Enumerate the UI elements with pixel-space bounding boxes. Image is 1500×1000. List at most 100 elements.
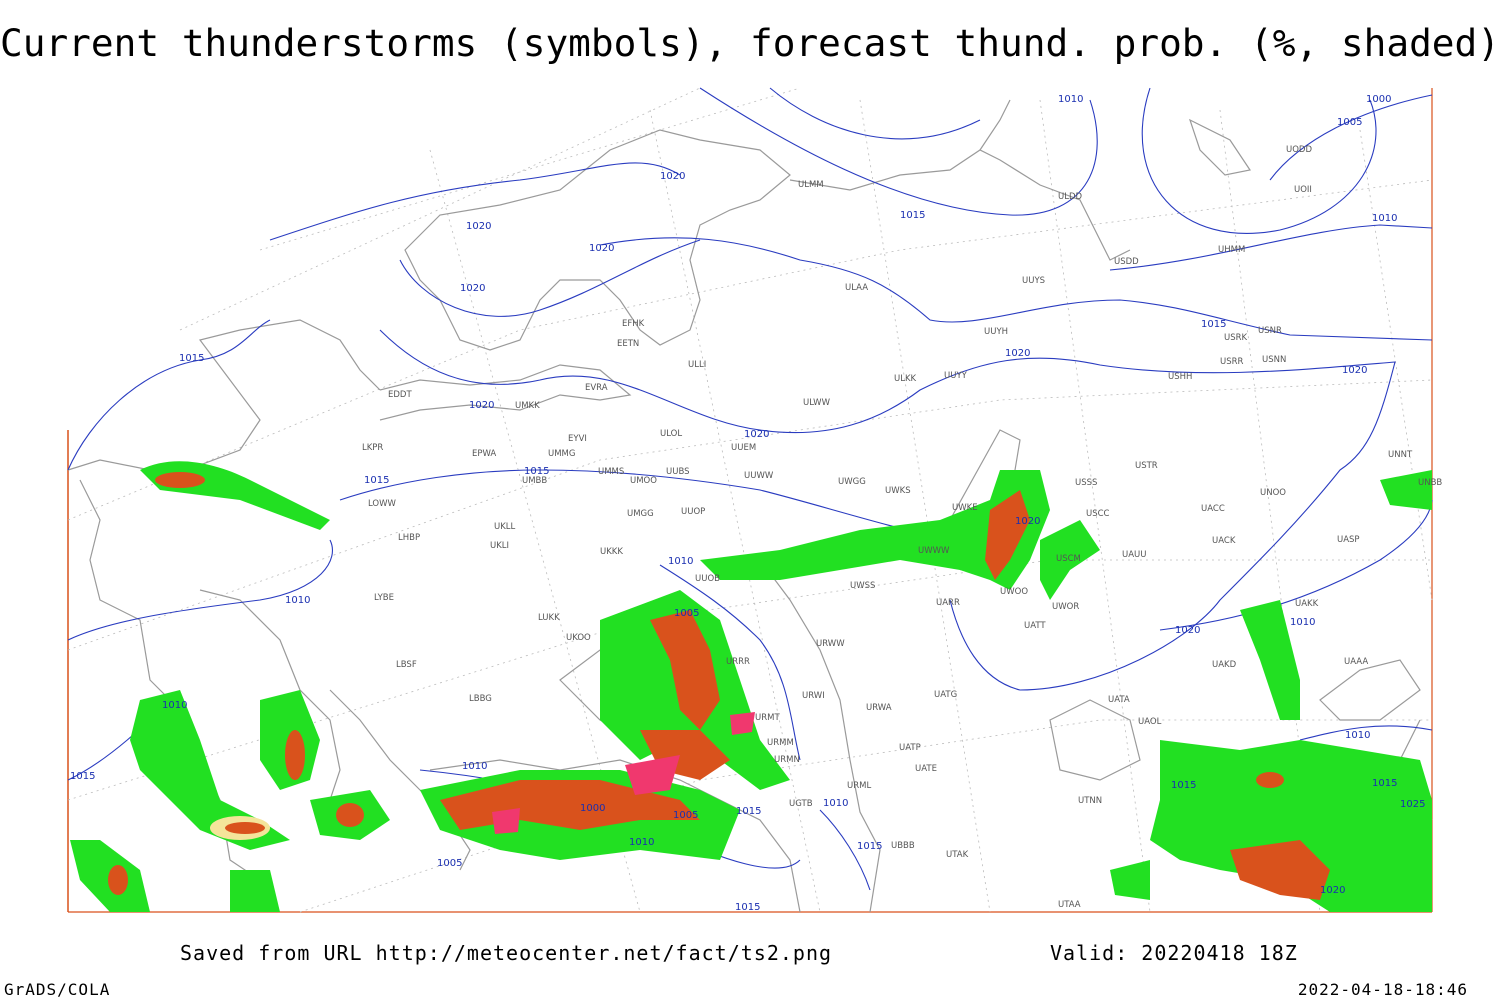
- station-label: USRK: [1224, 333, 1248, 343]
- isobar-labels: 1010 1000 1005 1020 1020 1020 1015 1010 1020 1015…: [70, 94, 1425, 913]
- station-label: UATG: [934, 690, 957, 700]
- station-label: UARR: [936, 598, 960, 608]
- isobar-label: 1020: [744, 429, 769, 440]
- station-label: ULWW: [803, 398, 831, 408]
- station-label: UUYH: [984, 327, 1008, 337]
- isobar-label: 1015: [1372, 778, 1397, 789]
- station-label: LYBE: [374, 593, 394, 603]
- isobar-label: 1015: [1171, 780, 1196, 791]
- isobar-label: 1005: [437, 858, 462, 869]
- station-label: URRR: [726, 657, 750, 667]
- isobar-label: 1015: [736, 806, 761, 817]
- station-label: ULDD: [1058, 192, 1083, 202]
- station-label: LBBG: [469, 694, 492, 704]
- station-label: UTAA: [1058, 900, 1081, 910]
- station-label: UGTB: [789, 799, 813, 809]
- software: GrADS/COLA: [4, 980, 110, 999]
- station-label: UAAA: [1344, 657, 1368, 667]
- isobar-label: 1010: [668, 556, 693, 567]
- isobar-label: 1020: [1015, 516, 1040, 527]
- station-label: UKOO: [566, 633, 591, 643]
- station-label: UASP: [1337, 535, 1360, 545]
- station-label: UODD: [1286, 145, 1312, 155]
- station-label: EETN: [617, 339, 639, 349]
- isobar-label: 1020: [460, 283, 485, 294]
- isobar-label: 1010: [1372, 213, 1397, 224]
- station-label: EVRA: [585, 383, 608, 393]
- isobar-label: 1015: [1201, 319, 1226, 330]
- station-label: UNOO: [1260, 488, 1286, 498]
- station-label: UNNT: [1388, 450, 1413, 460]
- station-label: UBBB: [891, 841, 915, 851]
- station-label: UATA: [1108, 695, 1130, 705]
- station-label: UNBB: [1418, 478, 1442, 488]
- isobar-label: 1015: [179, 353, 204, 364]
- isobar-label: 1010: [1345, 730, 1370, 741]
- station-label: URWW: [816, 639, 845, 649]
- isobar-label: 1020: [1005, 348, 1030, 359]
- station-label: LHBP: [398, 533, 420, 543]
- isobar-label: 1000: [580, 803, 605, 814]
- station-label: UMMG: [548, 449, 575, 459]
- station-label: UATE: [915, 764, 937, 774]
- station-label: UWKS: [885, 486, 911, 496]
- station-label: ULLI: [688, 360, 706, 370]
- station-label: USCC: [1086, 509, 1110, 519]
- isobar-label: 1020: [466, 221, 491, 232]
- station-label: UMGG: [627, 509, 654, 519]
- station-label: USNN: [1262, 355, 1286, 365]
- station-label: UAKK: [1295, 599, 1319, 609]
- station-label: UMOO: [630, 476, 657, 486]
- station-label: LOWW: [368, 499, 397, 509]
- station-label: ULOL: [660, 429, 682, 439]
- valid-time: Valid: 20220418 18Z: [1050, 941, 1298, 965]
- station-label: EFHK: [622, 319, 645, 329]
- station-label: UUEM: [731, 443, 756, 453]
- station-label: USSS: [1075, 478, 1097, 488]
- station-label: UATP: [899, 743, 921, 753]
- isobar-label: 1010: [162, 700, 187, 711]
- isobar-label: 1010: [285, 595, 310, 606]
- station-label: UMBB: [522, 476, 547, 486]
- station-label: ULAA: [845, 283, 868, 293]
- isobar-label: 1020: [1175, 625, 1200, 636]
- station-label: UOII: [1294, 185, 1312, 195]
- station-label: UHMM: [1218, 245, 1245, 255]
- station-label: EYVI: [568, 434, 587, 444]
- station-label: UUWW: [744, 471, 774, 481]
- station-label: URML: [847, 781, 871, 791]
- isobar-label: 1005: [673, 810, 698, 821]
- isobar-label: 1010: [462, 761, 487, 772]
- isobar-label: 1020: [660, 171, 685, 182]
- station-label: URWI: [802, 691, 825, 701]
- isobar-label: 1015: [857, 841, 882, 852]
- station-label: UWKE: [952, 503, 978, 513]
- station-label: USHH: [1168, 372, 1192, 382]
- station-label: UUYY: [944, 371, 968, 381]
- isobar-label: 1005: [1337, 117, 1362, 128]
- isobar-label: 1020: [1342, 365, 1367, 376]
- station-label: UWOR: [1052, 602, 1079, 612]
- isobar-label: 1025: [1400, 799, 1425, 810]
- station-label: LBSF: [396, 660, 417, 670]
- station-label: LKPR: [362, 443, 383, 453]
- isobar-label: 1010: [629, 837, 654, 848]
- station-label: UUOB: [695, 574, 720, 584]
- timestamp: 2022-04-18-18:46: [1298, 980, 1468, 999]
- station-label: UACC: [1201, 504, 1225, 514]
- station-label: UUYS: [1022, 276, 1045, 286]
- isobar-label: 1015: [524, 466, 549, 477]
- station-label: URMM: [767, 738, 794, 748]
- source-url: Saved from URL http://meteocenter.net/fa…: [180, 941, 832, 965]
- isobar-label: 1015: [70, 771, 95, 782]
- station-label: USCM: [1056, 554, 1081, 564]
- isobar-label: 1020: [469, 400, 494, 411]
- isobar-label: 1010: [1290, 617, 1315, 628]
- station-label: UKLL: [494, 522, 516, 532]
- station-label: UKLI: [490, 541, 509, 551]
- isobar-label: 1020: [1320, 885, 1345, 896]
- station-label: USDD: [1114, 257, 1139, 267]
- station-label: UUOP: [681, 507, 705, 517]
- station-label: UKKK: [600, 547, 623, 557]
- station-label: UTAK: [946, 850, 969, 860]
